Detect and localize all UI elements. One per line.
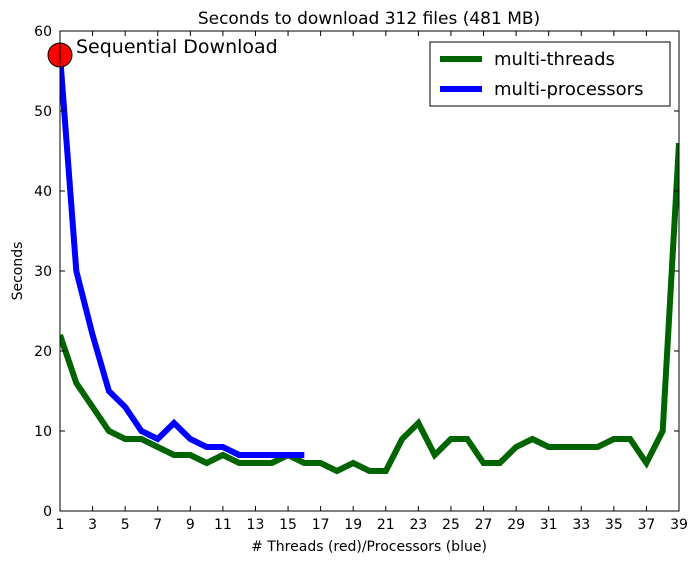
x-tick-label: 13: [247, 517, 265, 533]
x-tick-label: 23: [409, 517, 427, 533]
tick-layer: 1 3 5 7 9 11 13 15 17 19 21 23 25 27 29 31 33 35 37 3901020…: [34, 24, 688, 533]
legend-box: [429, 41, 671, 107]
sequential-download-label: Sequential Download: [76, 36, 278, 58]
y-tick-label: 20: [34, 344, 52, 360]
x-tick-label: 29: [507, 517, 525, 533]
x-tick-label: 35: [605, 517, 623, 533]
x-tick-label: 33: [572, 517, 590, 533]
y-tick-label: 10: [34, 424, 52, 440]
x-tick-label: 19: [344, 517, 362, 533]
x-tick-label: 17: [312, 517, 330, 533]
x-tick-label: 21: [377, 517, 395, 533]
legend-entry-multi-threads: multi-threads: [494, 49, 615, 70]
x-tick-label: 1: [56, 517, 65, 533]
x-axis-label: # Threads (red)/Processors (blue): [251, 539, 487, 555]
x-tick-label: 7: [153, 517, 162, 533]
y-tick-label: 40: [34, 184, 52, 200]
x-tick-label: 39: [670, 517, 688, 533]
x-tick-label: 25: [442, 517, 460, 533]
legend-entry-multi-processors: multi-processors: [494, 79, 643, 100]
legend: multi-threads multi-processors: [429, 41, 671, 107]
x-tick-label: 37: [638, 517, 656, 533]
y-tick-label: 60: [34, 24, 52, 40]
y-tick-label: 50: [34, 104, 52, 120]
x-tick-label: 27: [475, 517, 493, 533]
x-tick-label: 11: [214, 517, 232, 533]
y-tick-label: 30: [34, 264, 52, 280]
annotation-layer: Sequential Download: [47, 36, 278, 68]
y-tick-label: 0: [43, 504, 52, 520]
chart-title: Seconds to download 312 files (481 MB): [198, 9, 540, 29]
y-axis-label: Seconds: [10, 242, 26, 301]
series-line-multi-threads: [60, 142, 679, 475]
x-tick-label: 3: [88, 517, 97, 533]
series-layer: [60, 54, 679, 475]
series-line-multi-processors: [60, 54, 305, 458]
x-tick-label: 5: [121, 517, 130, 533]
x-tick-label: 15: [279, 517, 297, 533]
x-tick-label: 31: [540, 517, 558, 533]
x-tick-label: 9: [186, 517, 195, 533]
